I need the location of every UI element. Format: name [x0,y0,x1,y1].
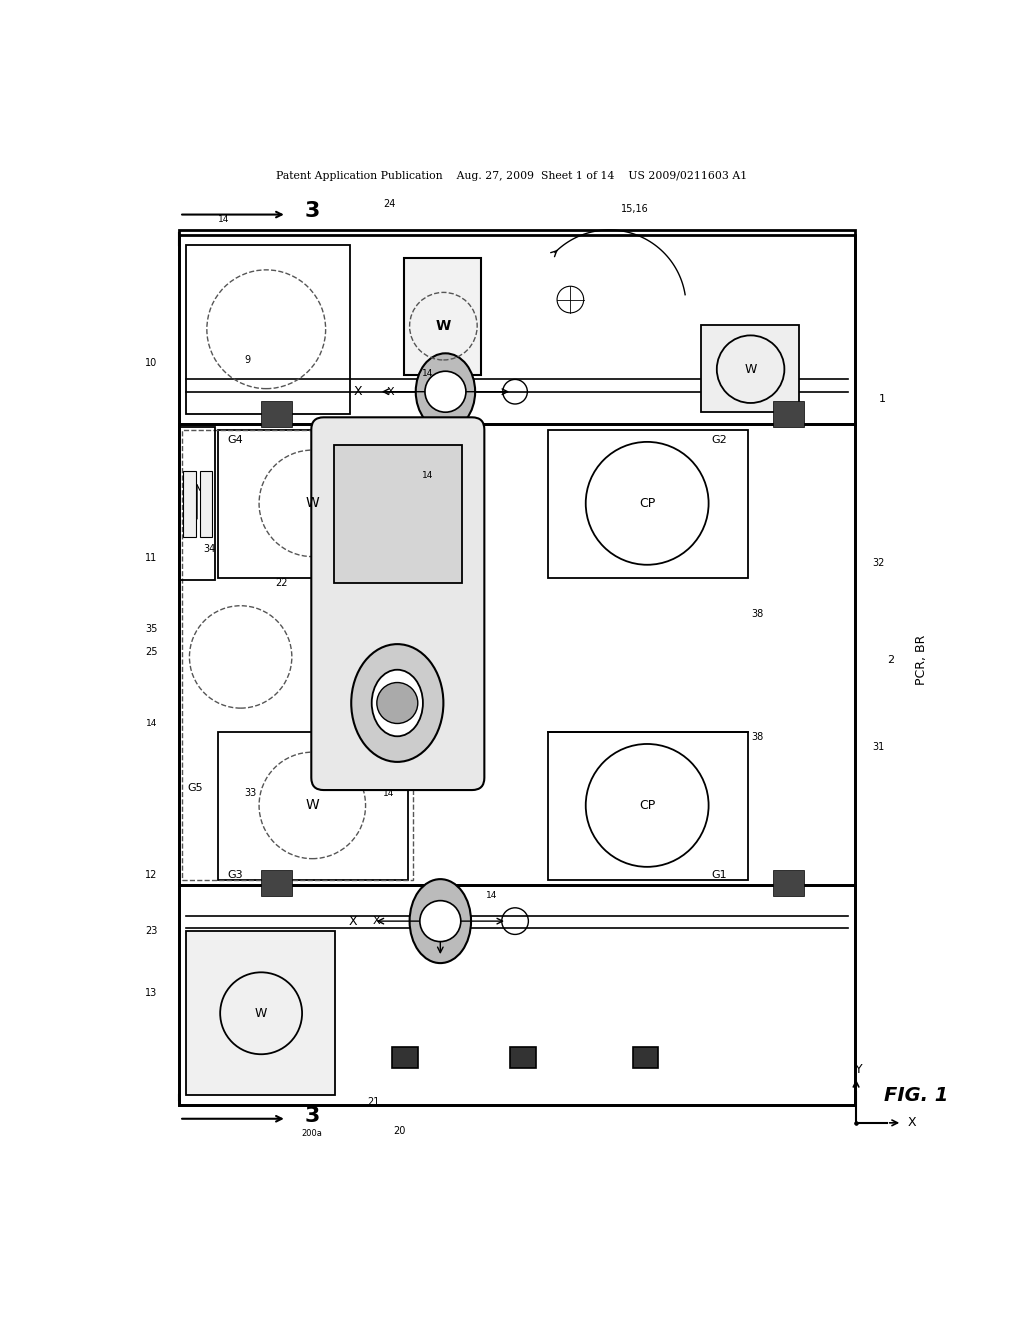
Text: FIG. 1: FIG. 1 [885,1085,948,1105]
Bar [186,932,335,1096]
Bar [186,246,350,414]
Bar [548,731,748,880]
Text: 35: 35 [145,624,158,635]
Text: 3: 3 [304,1106,321,1126]
Text: G1: G1 [712,870,727,880]
Bar [633,1047,658,1068]
Text: 200a: 200a [302,1129,323,1138]
Text: X: X [354,385,362,399]
Bar [200,470,212,537]
Text: Patent Application Publication    Aug. 27, 2009  Sheet 1 of 14    US 2009/021160: Patent Application Publication Aug. 27, … [276,170,748,181]
Text: 1: 1 [880,393,886,404]
Text: 24: 24 [383,199,395,210]
Text: 38: 38 [752,609,764,619]
Text: 32: 32 [872,558,885,568]
Text: W: W [305,799,319,812]
Text: 14: 14 [217,215,229,224]
Text: 14: 14 [145,719,158,729]
Text: CP: CP [639,799,655,812]
Text: 14: 14 [422,368,434,378]
Bar [179,230,855,1105]
Bar [261,401,292,426]
Text: Y: Y [855,1063,863,1076]
Bar [404,257,481,375]
Text: 31: 31 [872,742,885,752]
Text: 11: 11 [145,553,158,562]
Ellipse shape [416,354,475,430]
Text: PCR, BR: PCR, BR [915,635,928,685]
Ellipse shape [351,644,443,762]
Bar [548,429,748,578]
Text: 38: 38 [752,731,764,742]
Ellipse shape [372,669,423,737]
Circle shape [425,371,466,412]
Text: W: W [744,363,757,376]
Text: 12: 12 [145,870,158,880]
Text: G5: G5 [187,783,203,793]
Text: G3: G3 [227,870,243,880]
Text: 14: 14 [485,891,498,900]
Bar [179,235,855,425]
Bar [179,886,855,1105]
Bar [773,870,804,895]
Text: W: W [305,496,319,511]
Text: 33: 33 [245,788,257,799]
Bar [773,401,804,426]
Text: X: X [908,1117,916,1130]
Bar [510,1047,536,1068]
Text: CP: CP [639,496,655,510]
Text: 22: 22 [275,578,288,589]
Text: 2: 2 [888,655,894,665]
Bar [701,325,799,412]
Bar [218,429,408,578]
Text: W: W [436,319,451,333]
Text: 9: 9 [245,355,251,364]
Text: X: X [386,387,394,397]
Circle shape [420,900,461,941]
Circle shape [377,682,418,723]
Text: 3: 3 [304,202,321,222]
Text: 13: 13 [145,987,158,998]
Bar [392,1047,418,1068]
Ellipse shape [410,879,471,964]
Text: X: X [373,916,381,927]
Bar [183,470,196,537]
Bar [334,445,462,583]
Text: 14: 14 [383,788,395,797]
Text: 21: 21 [368,1097,380,1107]
Text: 14: 14 [422,471,434,480]
Text: 23: 23 [145,927,158,936]
Text: X: X [349,915,357,928]
Bar [261,870,292,895]
Bar [218,731,408,880]
Text: 34: 34 [204,544,216,554]
Text: 10: 10 [145,358,158,368]
Bar [179,425,855,886]
Bar [182,429,413,880]
Text: W: W [255,1007,267,1020]
Text: G4: G4 [227,434,243,445]
Text: 15,16: 15,16 [621,205,649,214]
Text: 25: 25 [145,647,158,657]
Bar [179,426,215,579]
FancyBboxPatch shape [311,417,484,791]
Text: 20: 20 [393,1126,406,1137]
Text: G2: G2 [712,434,727,445]
